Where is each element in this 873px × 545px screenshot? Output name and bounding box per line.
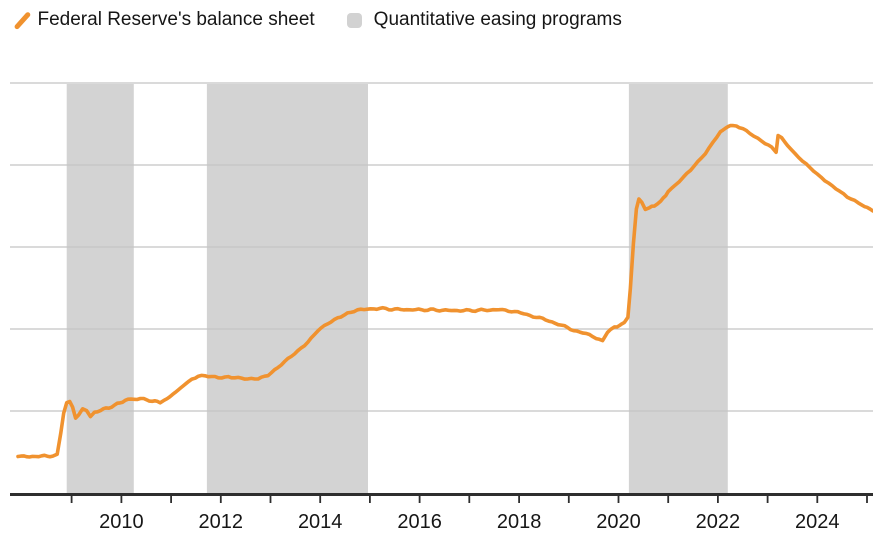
qe-band-3 — [628, 84, 728, 493]
balance-sheet-line — [16, 123, 873, 459]
x-tick-label-2016: 2016 — [397, 511, 442, 533]
qe-band-1 — [66, 84, 134, 493]
x-tick-label-2012: 2012 — [199, 511, 244, 533]
x-tick-label-2014: 2014 — [298, 511, 343, 533]
x-tick-label-2010: 2010 — [99, 511, 144, 533]
x-tick-label-2018: 2018 — [497, 511, 542, 533]
x-tick-label-2020: 2020 — [596, 511, 641, 533]
x-tick-label-2024: 2024 — [795, 511, 840, 533]
x-tick-label-2022: 2022 — [696, 511, 741, 533]
legend-item-qe-programs: Quantitative easing programs — [315, 9, 622, 31]
band-swatch-icon — [346, 12, 362, 28]
legend-item-balance-sheet: Federal Reserve's balance sheet — [13, 9, 315, 31]
legend-band-label: Quantitative easing programs — [373, 9, 622, 30]
legend: Federal Reserve's balance sheet Quantita… — [13, 9, 622, 31]
legend-series-label: Federal Reserve's balance sheet — [37, 9, 315, 30]
qe-band-2 — [206, 84, 368, 493]
